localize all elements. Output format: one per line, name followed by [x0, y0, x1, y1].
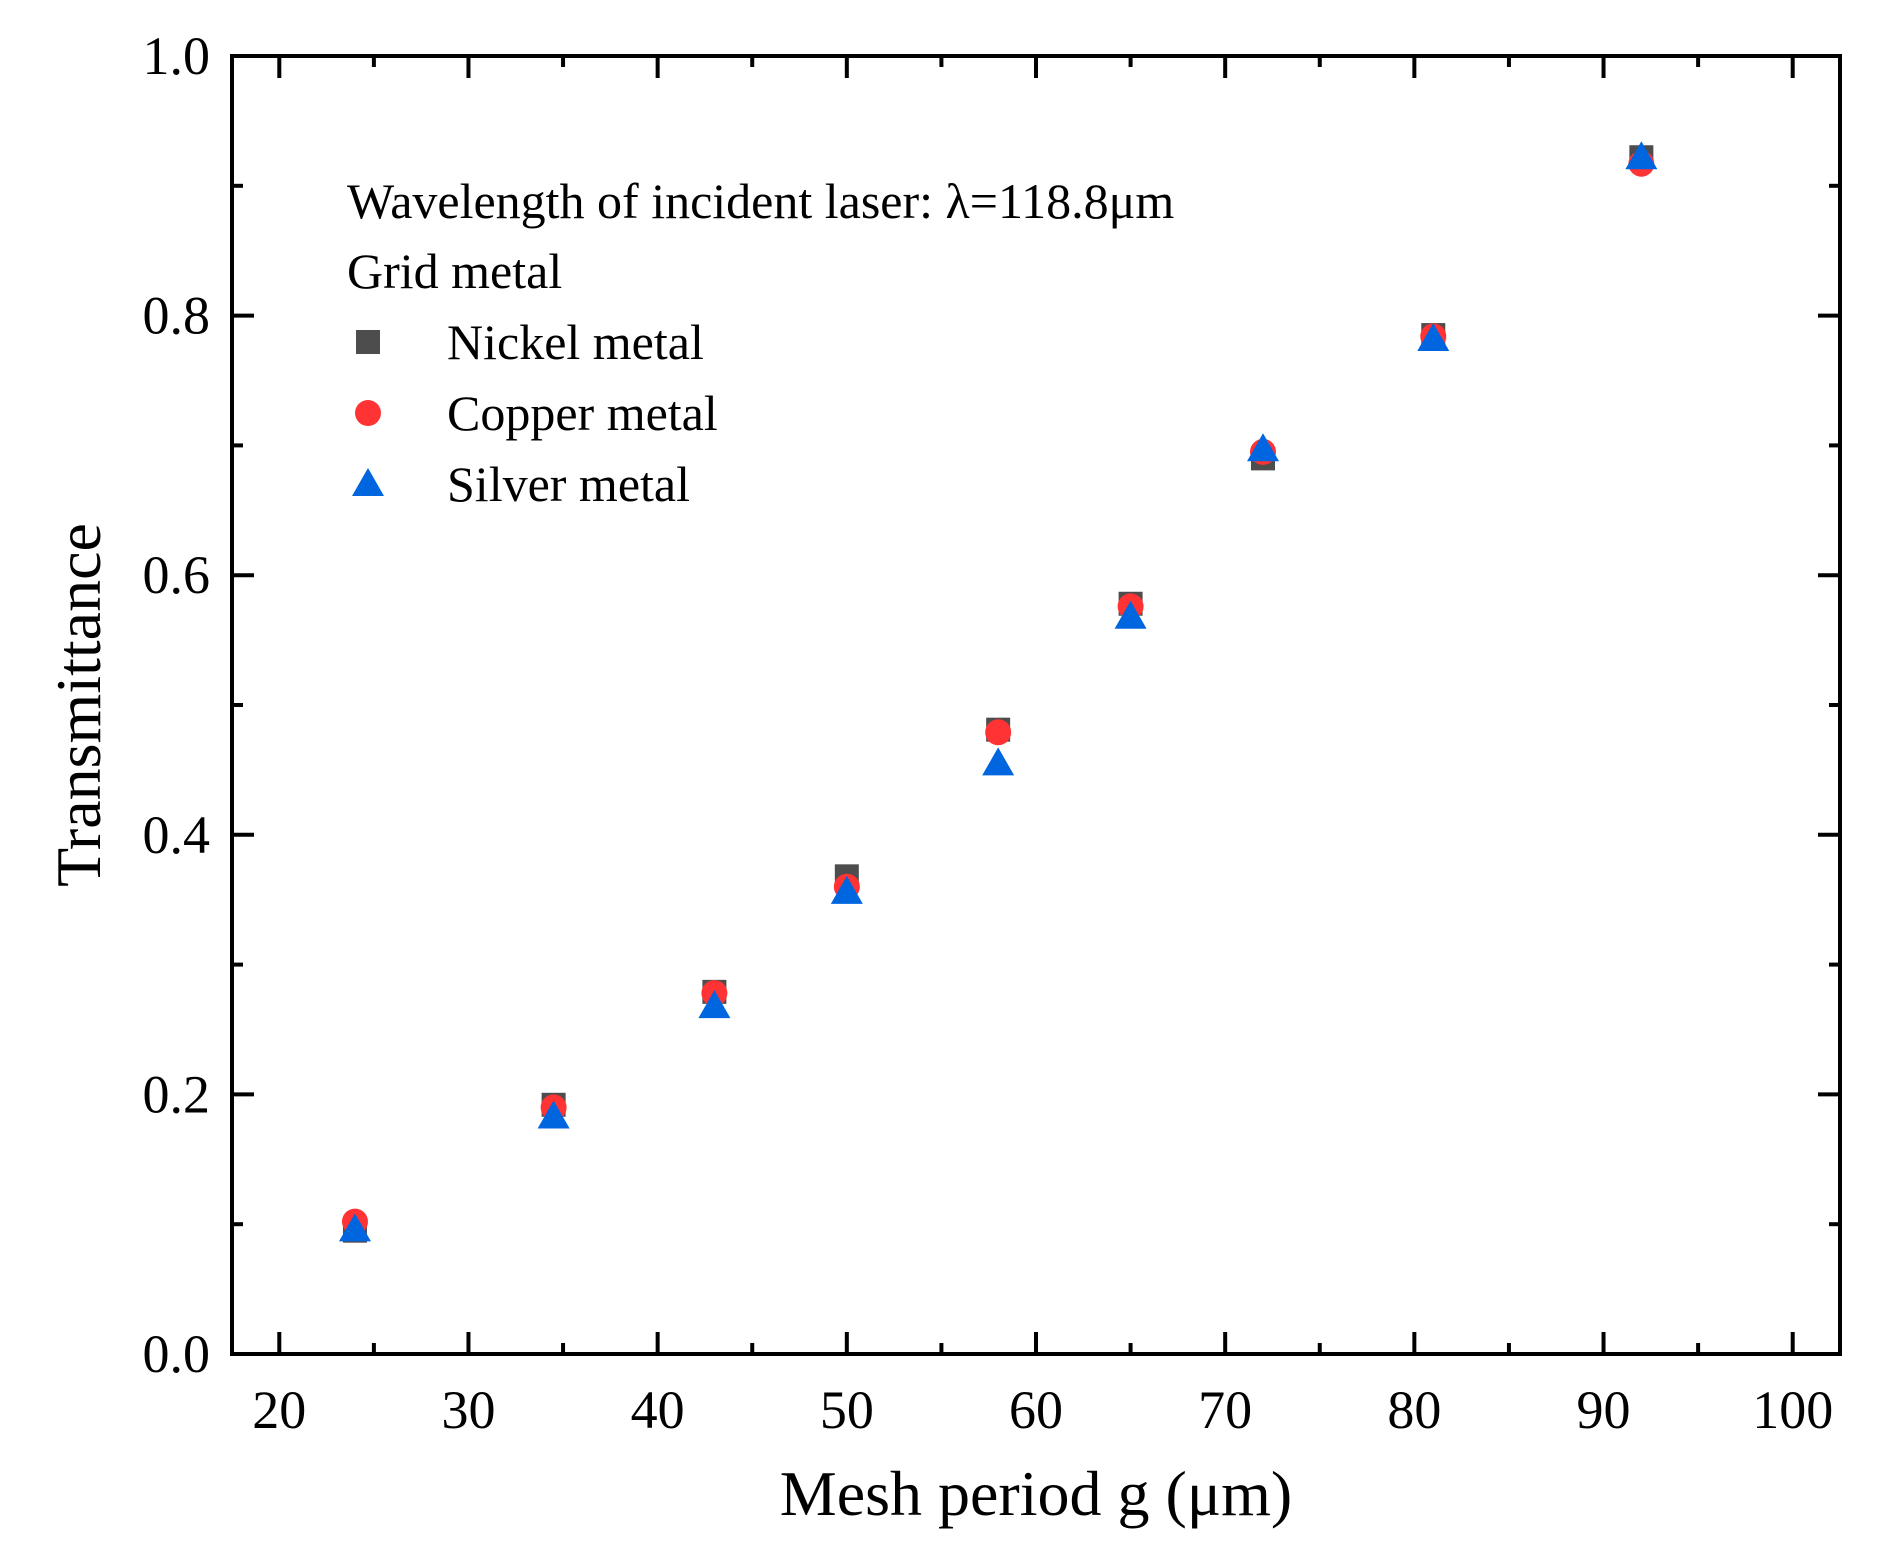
plot-frame — [230, 54, 1842, 1356]
y-tick-label: 0.4 — [143, 805, 211, 865]
y-tick-label: 1.0 — [143, 26, 211, 86]
wavelength-annotation: Wavelength of incident laser: λ=118.8μm — [347, 173, 1174, 229]
legend: Wavelength of incident laser: λ=118.8μm … — [347, 173, 1174, 512]
y-axis-title: Transmittance — [43, 523, 114, 887]
copper-data-point — [985, 719, 1012, 746]
x-tick-label: 70 — [1198, 1380, 1252, 1440]
y-tick-label: 0.8 — [143, 286, 211, 346]
silver-data-point — [338, 1213, 371, 1242]
silver-data-point — [830, 875, 863, 904]
nickel-legend-marker — [356, 330, 380, 354]
y-tick-label: 0.0 — [143, 1324, 211, 1384]
silver-data-point — [537, 1100, 570, 1129]
x-tick-label: 100 — [1752, 1380, 1833, 1440]
x-tick-label: 20 — [252, 1380, 306, 1440]
silver-data-point — [982, 747, 1015, 776]
x-tick-label: 80 — [1387, 1380, 1441, 1440]
silver-legend-label: Silver metal — [447, 456, 690, 512]
legend-title: Grid metal — [347, 243, 562, 299]
nickel-legend-label: Nickel metal — [447, 314, 704, 370]
x-tick-label: 90 — [1577, 1380, 1631, 1440]
silver-data-point — [1417, 322, 1450, 351]
data-points — [338, 141, 1658, 1243]
silver-data-point — [698, 990, 731, 1019]
tick-labels: 20 30 40 50 60 70 80 90 100 0.0 0.2 0.4 0.6 0.8 1.0 — [143, 26, 1834, 1440]
x-tick-label: 60 — [1009, 1380, 1063, 1440]
legend-entries: Nickel metal Copper metal Silver metal — [352, 314, 718, 512]
silver-data-point — [1625, 141, 1658, 170]
copper-legend-label: Copper metal — [447, 385, 718, 441]
x-tick-label: 40 — [631, 1380, 685, 1440]
x-axis-title: Mesh period g (μm) — [780, 1458, 1292, 1529]
silver-legend-marker — [352, 468, 384, 496]
y-tick-label: 0.6 — [143, 545, 211, 605]
x-tick-label: 50 — [820, 1380, 874, 1440]
silver-data-point — [1114, 600, 1147, 629]
copper-legend-marker — [355, 400, 381, 426]
y-tick-label: 0.2 — [143, 1064, 211, 1124]
x-tick-label: 30 — [441, 1380, 495, 1440]
silver-data-point — [1247, 433, 1280, 462]
